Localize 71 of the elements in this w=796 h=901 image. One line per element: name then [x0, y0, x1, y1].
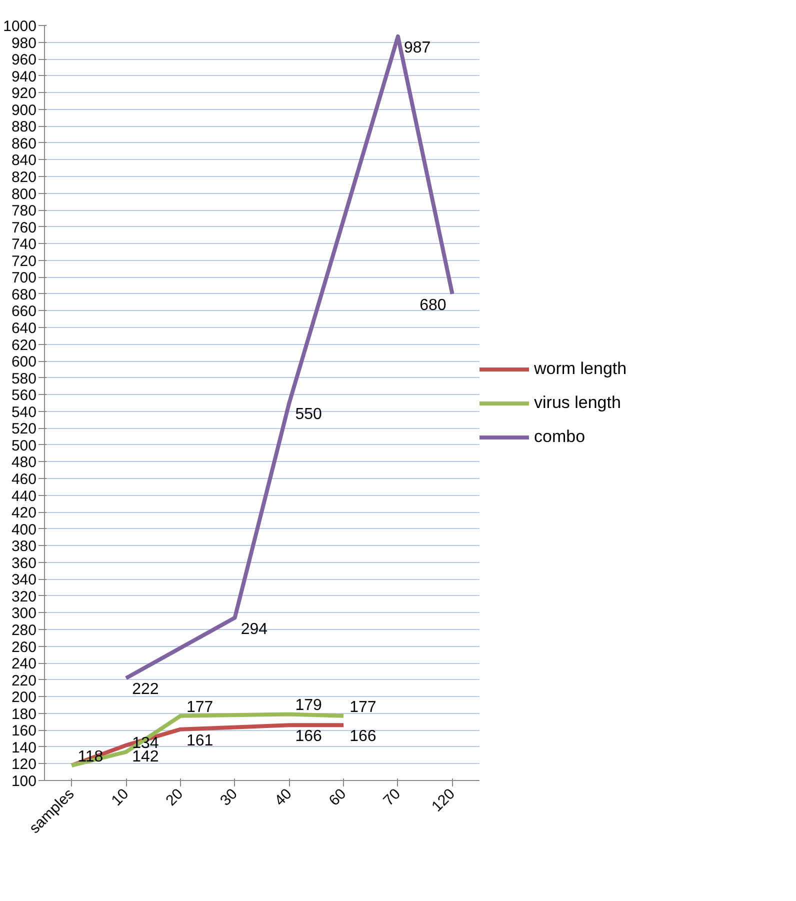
y-tick-label: 280	[11, 622, 37, 639]
y-tick-label: 500	[11, 437, 37, 454]
y-tick-label: 720	[11, 252, 37, 270]
y-tick-label: 160	[11, 722, 37, 740]
y-tick-label: 540	[11, 404, 37, 421]
y-tick-label: 200	[11, 689, 37, 706]
y-tick-label: 880	[11, 118, 37, 136]
y-tick-label: 960	[11, 52, 37, 69]
y-tick-label: 680	[11, 286, 37, 304]
data-label: 222	[132, 681, 159, 698]
line-series	[70, 712, 346, 768]
data-label: 142	[132, 748, 159, 766]
y-tick-label: 800	[11, 186, 37, 203]
y-tick-label: 380	[11, 538, 37, 556]
legend-label: combo	[534, 426, 586, 446]
y-tick-label: 420	[11, 504, 37, 522]
data-label: 166	[350, 728, 376, 746]
legend-label: virus length	[534, 392, 621, 412]
y-tick-label: 360	[11, 554, 37, 572]
y-tick-label: 460	[11, 471, 37, 488]
data-label: 179	[295, 697, 322, 714]
data-label: 118	[78, 748, 104, 766]
x-tick-label: 60	[326, 785, 350, 810]
y-tick-label: 1000	[3, 18, 37, 35]
x-tick-label: 70	[380, 785, 404, 810]
data-label: 161	[186, 732, 214, 750]
legend-label: worm length	[534, 358, 627, 378]
y-tick-label: 320	[11, 588, 37, 606]
x-tick-label: 30	[217, 785, 241, 810]
line-series	[124, 34, 454, 680]
data-label: 177	[350, 698, 376, 716]
y-tick-label: 820	[11, 169, 37, 186]
y-tick-label: 760	[11, 219, 37, 236]
y-tick-label: 620	[11, 336, 37, 354]
y-tick-label: 480	[11, 454, 37, 472]
y-tick-label: 860	[11, 135, 37, 152]
y-tick-label: 180	[11, 706, 37, 723]
data-label: 680	[420, 296, 446, 314]
y-tick-label: 260	[11, 638, 37, 656]
y-tick-label: 980	[11, 34, 37, 52]
y-tick-label: 660	[11, 303, 37, 320]
y-tick-label: 400	[11, 521, 37, 538]
data-label: 987	[404, 39, 431, 56]
x-tick-label: 120	[428, 785, 458, 816]
data-label: 294	[240, 620, 268, 638]
x-tick-label: 40	[271, 785, 296, 810]
y-tick-label: 140	[11, 739, 37, 756]
y-tick-label: 520	[11, 420, 37, 438]
y-tick-label: 440	[11, 488, 37, 505]
y-tick-label: 220	[11, 672, 37, 690]
y-tick-label: 240	[11, 656, 37, 673]
y-tick-label: 900	[11, 102, 37, 119]
y-tick-label: 700	[11, 270, 37, 287]
y-tick-label: 640	[11, 320, 37, 337]
y-tick-label: 120	[11, 756, 37, 774]
y-tick-label: 580	[11, 370, 37, 388]
y-tick-label: 840	[11, 152, 37, 170]
y-tick-label: 560	[11, 387, 37, 404]
y-tick-label: 920	[11, 85, 37, 102]
y-tick-label: 780	[11, 202, 37, 220]
data-label: 550	[295, 406, 322, 423]
x-tick-label: 10	[108, 785, 132, 810]
data-label: 177	[186, 698, 214, 716]
x-tick-label: 20	[162, 785, 186, 810]
y-tick-label: 300	[11, 605, 37, 622]
y-tick-label: 100	[11, 773, 37, 790]
y-tick-label: 940	[11, 68, 37, 86]
y-tick-label: 600	[11, 354, 37, 371]
y-tick-label: 740	[11, 236, 37, 254]
y-tick-label: 340	[11, 572, 37, 589]
data-label: 166	[295, 728, 322, 746]
